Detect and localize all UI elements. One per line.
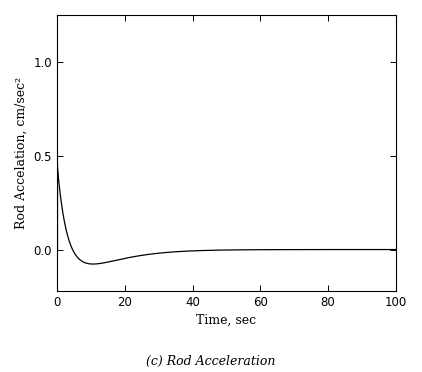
Text: (c) Rod Acceleration: (c) Rod Acceleration [146, 355, 276, 368]
Y-axis label: Rod Accelation, cm/sec²: Rod Accelation, cm/sec² [15, 77, 28, 229]
X-axis label: Time, sec: Time, sec [196, 314, 257, 327]
